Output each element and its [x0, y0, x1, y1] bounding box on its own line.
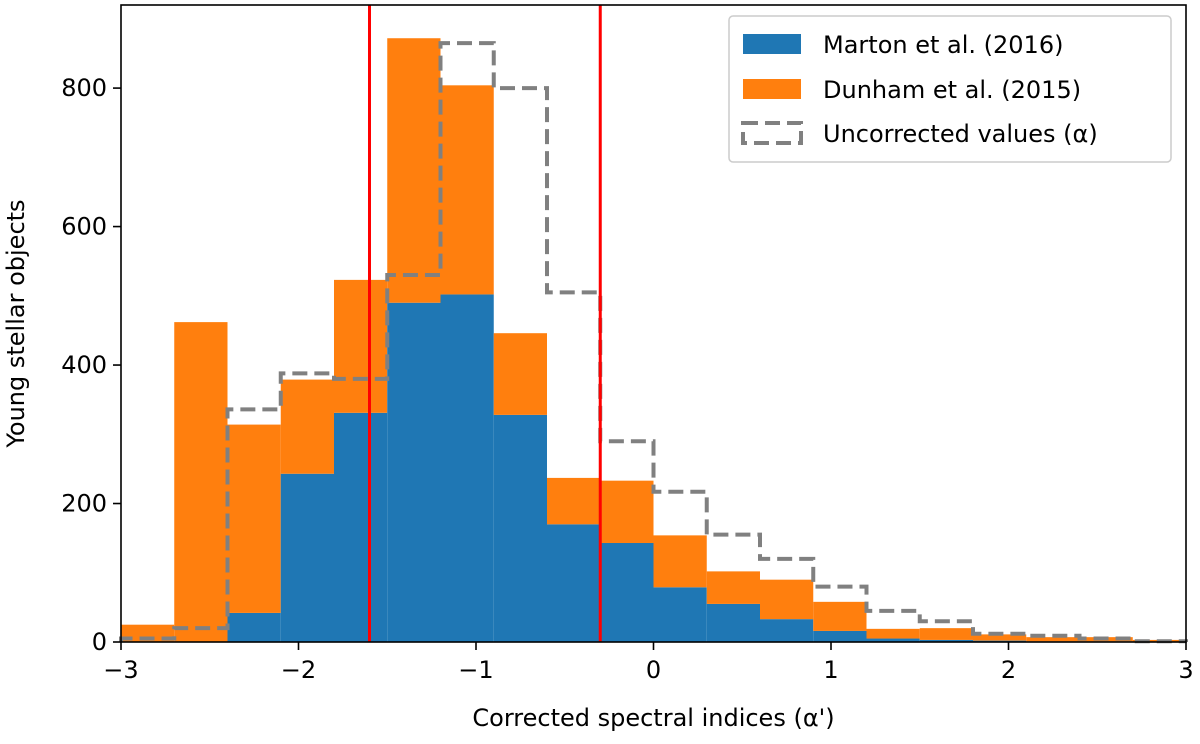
x-tick-label: −1 [458, 656, 493, 684]
bar-dunham [227, 424, 281, 613]
bar-dunham [280, 379, 334, 474]
bar-dunham [387, 38, 441, 303]
bar-dunham [653, 535, 707, 588]
x-axis-label: Corrected spectral indices (α') [472, 704, 834, 732]
legend-swatch-dunham [743, 79, 801, 99]
bar-marton [653, 587, 707, 642]
legend-label-uncorrected: Uncorrected values (α) [823, 120, 1098, 148]
bar-dunham [493, 333, 547, 415]
bar-dunham [121, 624, 175, 642]
bar-dunham [334, 279, 388, 413]
bar-dunham [547, 477, 601, 525]
vertical-lines-layer [368, 5, 602, 642]
bar-marton [813, 630, 867, 642]
bar-marton [706, 603, 760, 642]
x-tick-label: 1 [823, 656, 838, 684]
uncorrected-step-layer [119, 41, 1188, 644]
x-tick-label: −3 [103, 656, 138, 684]
x-tick-label: −2 [281, 656, 316, 684]
axes-layer: −3 −2 −1 0 1 2 3 0 200 400 600 800 [61, 74, 1193, 684]
bar-marton [280, 473, 334, 642]
legend-box [728, 15, 1172, 163]
x-tick-label: 2 [1001, 656, 1016, 684]
x-tick-label: 0 [646, 656, 661, 684]
y-tick-label: 400 [61, 351, 107, 379]
bar-marton [919, 639, 973, 642]
y-tick-label: 0 [92, 628, 107, 656]
bar-dunham [919, 628, 973, 640]
bar-marton [600, 542, 654, 642]
bar-dunham [174, 322, 228, 642]
y-tick-label: 600 [61, 213, 107, 241]
bar-marton [760, 619, 814, 642]
bar-marton [334, 412, 388, 642]
bar-dunham [813, 601, 867, 631]
bar-marton [440, 294, 494, 642]
bar-dunham [440, 85, 494, 295]
y-tick-label: 200 [61, 490, 107, 518]
legend-label-dunham: Dunham et al. (2015) [823, 76, 1081, 104]
legend-label-marton: Marton et al. (2016) [823, 31, 1063, 59]
legend: Marton et al. (2016) Dunham et al. (2015… [728, 15, 1172, 163]
step-uncorrected [119, 41, 1188, 644]
bar-marton [227, 612, 281, 642]
bar-dunham [866, 628, 920, 639]
y-axis-label: Young stellar objects [2, 199, 30, 448]
legend-swatch-uncorrected [741, 121, 803, 145]
bar-dunham [1026, 637, 1080, 642]
x-tick-label: 3 [1178, 656, 1193, 684]
bars-layer [121, 38, 1186, 642]
legend-swatch-marton [743, 34, 801, 54]
bar-dunham [600, 480, 654, 543]
bar-marton [387, 302, 441, 642]
bar-dunham [973, 634, 1027, 641]
bar-marton [493, 414, 547, 642]
bar-marton [866, 638, 920, 642]
bar-dunham [760, 579, 814, 620]
y-tick-label: 800 [61, 74, 107, 102]
bar-dunham [706, 571, 760, 604]
bar-marton [547, 524, 601, 642]
